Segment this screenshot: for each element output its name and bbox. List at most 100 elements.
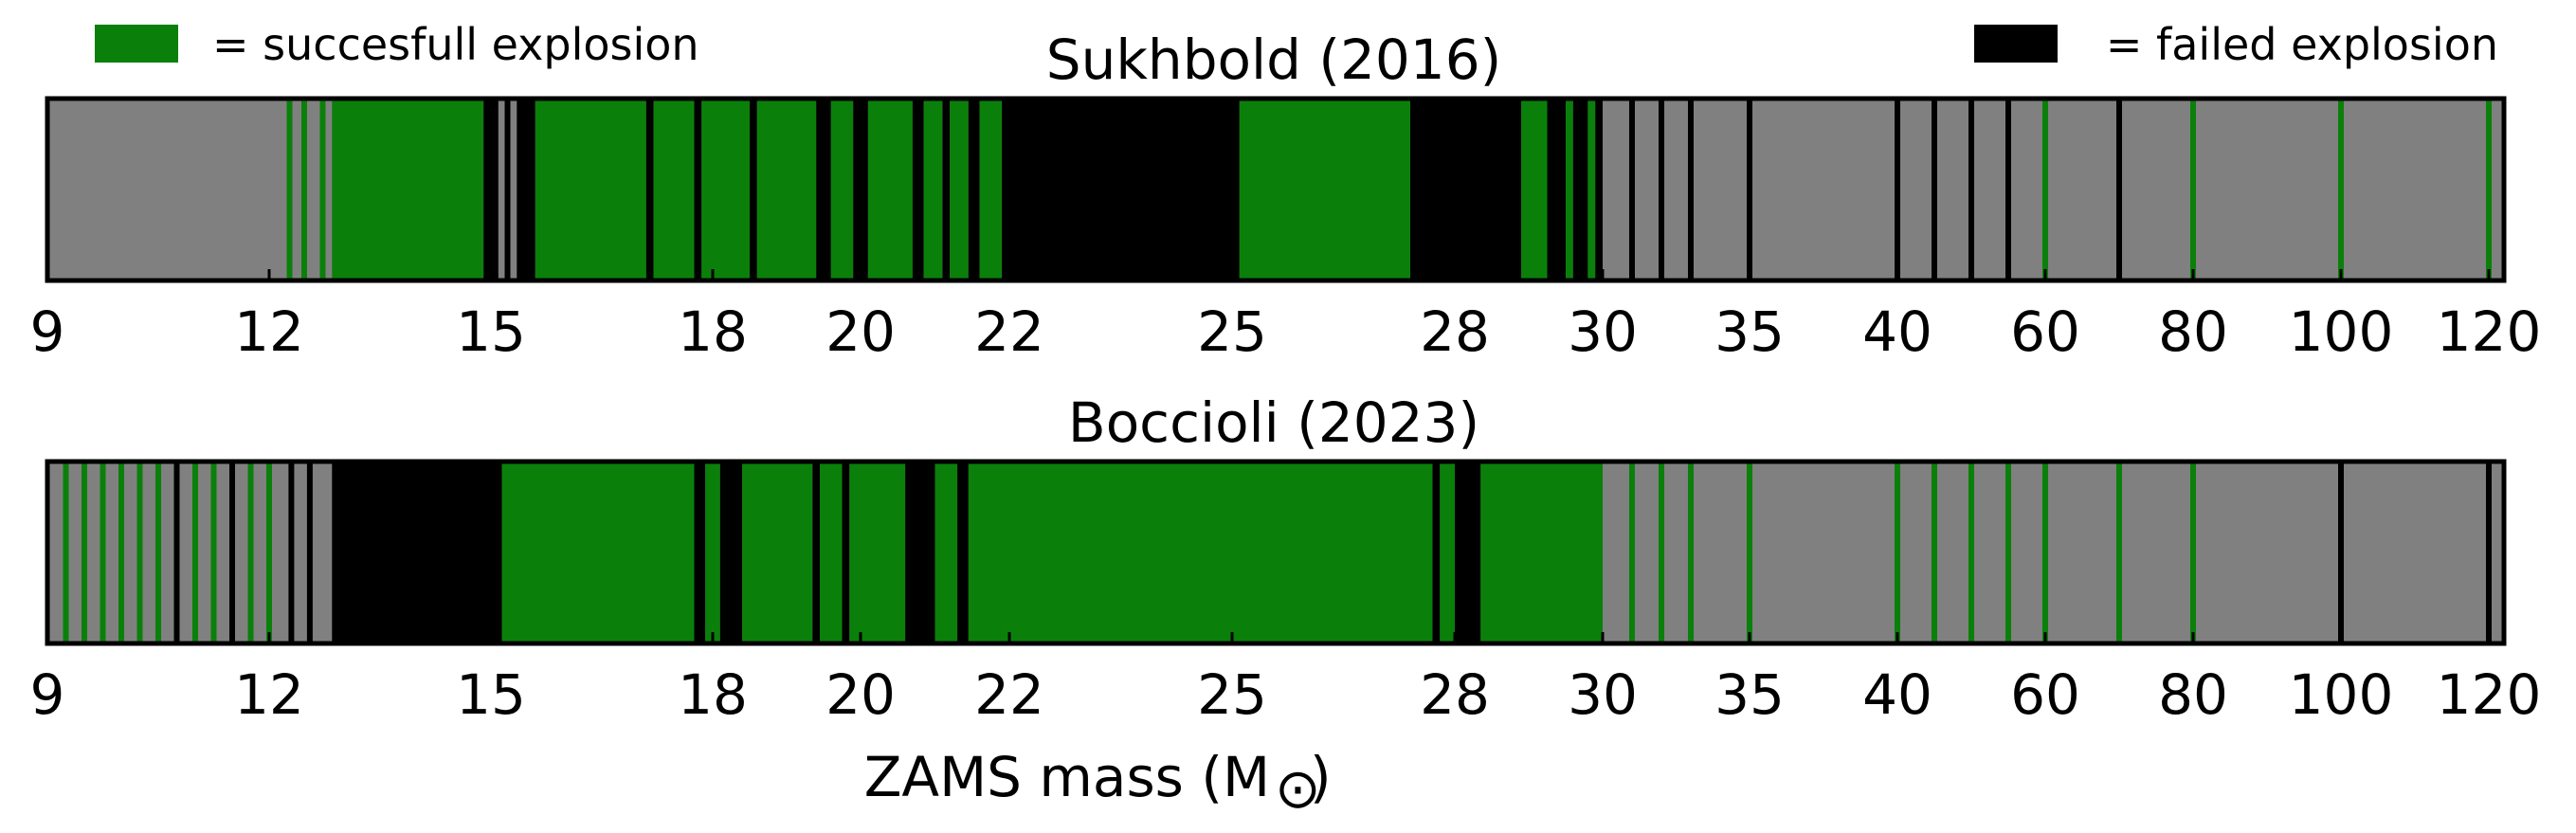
failed-explosion-band	[694, 99, 702, 281]
x-tick-label: 40	[1862, 299, 1932, 364]
failed-explosion-band	[2116, 99, 2122, 281]
failed-explosion-band	[332, 462, 502, 643]
legend-failed-swatch	[1974, 25, 2058, 63]
plot-area-boccioli	[45, 459, 2507, 646]
successful-explosion-band	[192, 462, 198, 643]
failed-explosion-band	[816, 99, 831, 281]
x-tick-label: 20	[825, 299, 896, 364]
failed-explosion-band	[1455, 462, 1481, 643]
x-tick-label: 60	[2010, 299, 2080, 364]
x-tick-label: 9	[30, 299, 65, 364]
successful-explosion-band	[266, 462, 272, 643]
successful-explosion-band	[867, 99, 913, 281]
successful-explosion-band	[1932, 462, 1937, 643]
failed-explosion-band	[306, 462, 313, 643]
successful-explosion-band	[319, 99, 326, 281]
successful-explosion-band	[2005, 462, 2011, 643]
failed-explosion-band	[719, 462, 743, 643]
failed-explosion-band	[645, 99, 654, 281]
successful-explosion-band	[2116, 462, 2122, 643]
plot-frame	[45, 459, 2507, 646]
x-tick-label: 100	[2289, 299, 2394, 364]
successful-explosion-band	[286, 99, 293, 281]
panel-title-sukhbold: Sukhbold (2016)	[1046, 27, 1501, 92]
failed-explosion-band	[1747, 99, 1752, 281]
failed-explosion-band	[853, 99, 868, 281]
x-tick-label: 120	[2437, 662, 2542, 727]
successful-explosion-band	[1566, 99, 1573, 281]
successful-explosion-band	[1629, 462, 1635, 643]
x-tick-label: 60	[2010, 662, 2080, 727]
successful-explosion-band	[136, 462, 143, 643]
failed-explosion-band	[812, 462, 821, 643]
successful-explosion-band	[2042, 99, 2048, 281]
failed-explosion-band	[750, 99, 757, 281]
failed-explosion-band	[1432, 462, 1441, 643]
failed-explosion-band	[229, 462, 235, 643]
failed-explosion-band	[1895, 99, 1900, 281]
x-tick-label: 80	[2158, 299, 2228, 364]
successful-explosion-band	[950, 99, 969, 281]
failed-explosion-band	[842, 462, 850, 643]
x-axis-label-sun-symbol: ⊙	[1275, 756, 1321, 821]
failed-explosion-band	[912, 99, 924, 281]
successful-explosion-band	[1968, 462, 1974, 643]
successful-explosion-band	[1480, 462, 1603, 643]
successful-explosion-band	[1747, 462, 1752, 643]
successful-explosion-band	[528, 462, 695, 643]
failed-explosion-band	[1410, 99, 1522, 281]
x-tick-label: 35	[1714, 662, 1785, 727]
x-tick-label: 120	[2437, 299, 2542, 364]
successful-explosion-band	[332, 99, 484, 281]
x-tick-label: 25	[1197, 662, 1267, 727]
successful-explosion-band	[63, 462, 69, 643]
successful-explosion-band	[653, 99, 695, 281]
successful-explosion-band	[501, 462, 528, 643]
x-tick-label: 9	[30, 662, 65, 727]
successful-explosion-band	[535, 99, 646, 281]
successful-explosion-band	[2190, 99, 2196, 281]
failed-explosion-band	[1595, 99, 1603, 281]
successful-explosion-band	[1895, 462, 1900, 643]
legend-success-label: = succesfull explosion	[212, 19, 699, 70]
failed-explosion-band	[1968, 99, 1974, 281]
failed-explosion-band	[288, 462, 295, 643]
failed-explosion-band	[1002, 99, 1240, 281]
x-tick-label: 20	[825, 662, 896, 727]
failed-explosion-band	[517, 99, 535, 281]
x-tick-label: 28	[1420, 662, 1490, 727]
successful-explosion-band	[742, 462, 813, 643]
successful-explosion-band	[1587, 99, 1596, 281]
successful-explosion-band	[979, 99, 1003, 281]
successful-explosion-band	[118, 462, 124, 643]
successful-explosion-band	[820, 462, 843, 643]
successful-explosion-band	[968, 462, 1433, 643]
failed-explosion-band	[2338, 462, 2344, 643]
successful-explosion-band	[705, 462, 720, 643]
x-tick-label: 30	[1568, 662, 1638, 727]
successful-explosion-band	[849, 462, 906, 643]
failed-explosion-band	[957, 462, 969, 643]
x-tick-label: 12	[234, 299, 304, 364]
failed-explosion-band	[173, 462, 180, 643]
successful-explosion-band	[2338, 99, 2344, 281]
successful-explosion-band	[1440, 462, 1455, 643]
failed-explosion-band	[1932, 99, 1937, 281]
successful-explosion-band	[1521, 99, 1548, 281]
successful-explosion-band	[1688, 462, 1694, 643]
legend-failed-label: = failed explosion	[2106, 19, 2498, 70]
panel-title-boccioli: Boccioli (2023)	[1068, 390, 1479, 455]
successful-explosion-band	[247, 462, 254, 643]
successful-explosion-band	[756, 99, 817, 281]
x-tick-label: 15	[456, 662, 526, 727]
failed-explosion-band	[942, 99, 951, 281]
failed-explosion-band	[694, 462, 706, 643]
x-tick-label: 22	[974, 299, 1044, 364]
successful-explosion-band	[1659, 462, 1664, 643]
failed-explosion-band	[1688, 99, 1694, 281]
failed-explosion-band	[968, 99, 980, 281]
successful-explosion-band	[934, 462, 958, 643]
successful-explosion-band	[301, 99, 307, 281]
x-tick-label: 100	[2289, 662, 2394, 727]
failed-explosion-band	[483, 99, 499, 281]
